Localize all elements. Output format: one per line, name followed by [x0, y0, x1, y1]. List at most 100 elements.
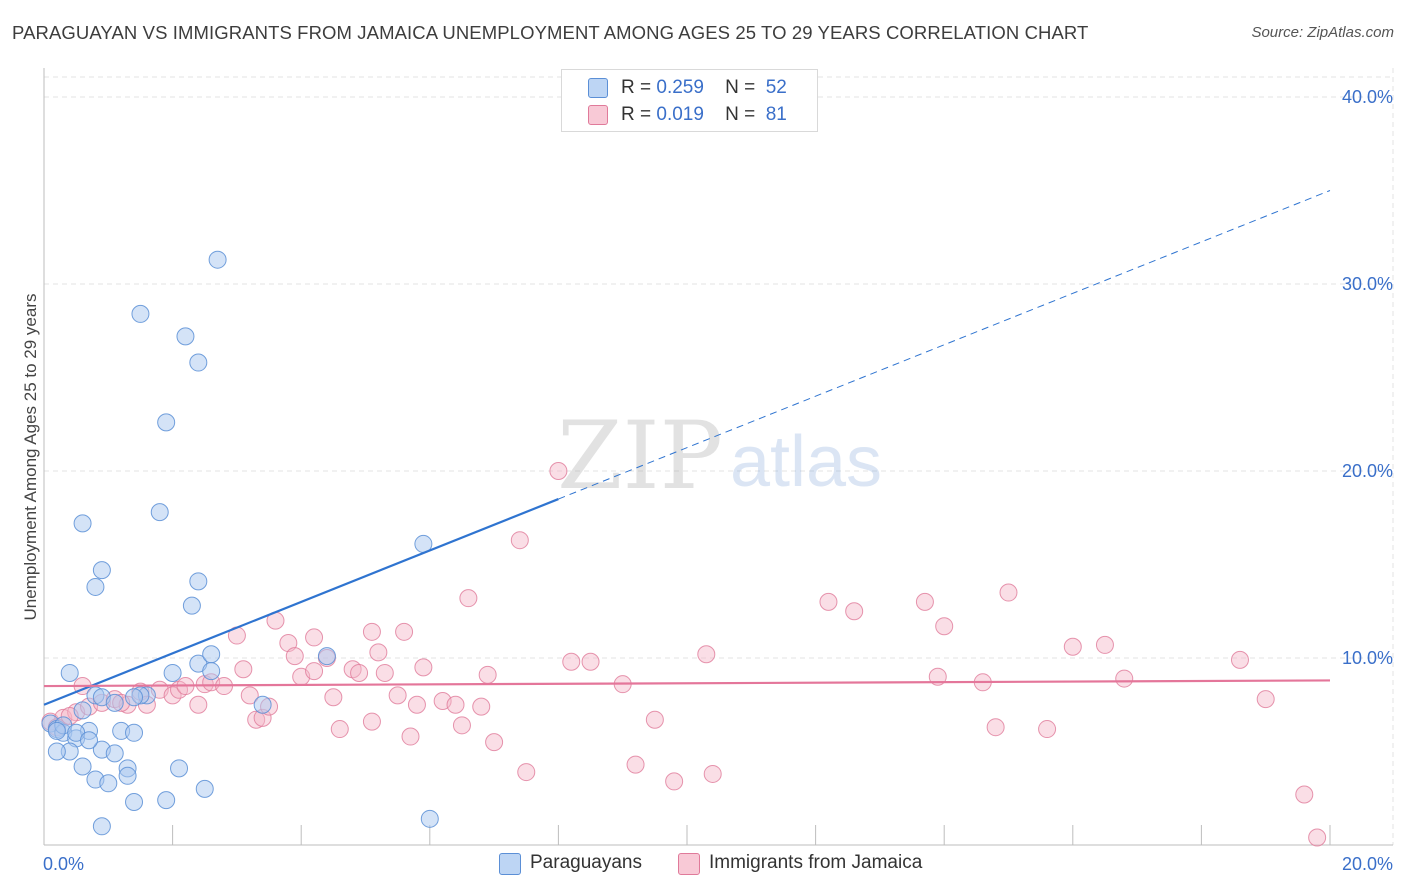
- data-point-paraguayans: [86, 577, 105, 596]
- data-point-jamaica: [472, 697, 491, 716]
- data-point-paraguayans: [80, 731, 99, 750]
- data-point-jamaica: [305, 628, 324, 647]
- data-point-jamaica: [1256, 690, 1275, 709]
- data-point-jamaica: [645, 710, 664, 729]
- data-point-paraguayans: [182, 596, 201, 615]
- data-point-paraguayans: [92, 561, 111, 580]
- chart-title: PARAGUAYAN VS IMMIGRANTS FROM JAMAICA UN…: [12, 22, 1089, 43]
- watermark-atlas: atlas: [730, 422, 882, 502]
- y-tick-label: 30.0%: [1342, 274, 1393, 294]
- data-point-jamaica: [330, 720, 349, 739]
- data-point-paraguayans: [125, 723, 144, 742]
- data-point-jamaica: [285, 647, 304, 666]
- data-point-paraguayans: [73, 701, 92, 720]
- data-point-jamaica: [350, 663, 369, 682]
- data-point-paraguayans: [253, 695, 272, 714]
- correlation-legend: R = 0.259 N = 52 R = 0.019 N = 81: [561, 69, 818, 132]
- legend-n-label: N =: [725, 104, 756, 125]
- data-point-jamaica: [234, 660, 253, 679]
- data-point-jamaica: [562, 652, 581, 671]
- source-label: Source: ZipAtlas.com: [1251, 24, 1394, 41]
- watermark-zip: ZIP: [557, 402, 723, 511]
- data-point-paraguayans: [317, 647, 336, 666]
- data-point-jamaica: [485, 733, 504, 752]
- y-axis-label: Unemployment Among Ages 25 to 29 years: [21, 293, 40, 621]
- data-point-jamaica: [407, 695, 426, 714]
- y-tick-label: 20.0%: [1342, 461, 1393, 481]
- data-point-paraguayans: [105, 693, 124, 712]
- data-point-paraguayans: [176, 327, 195, 346]
- data-point-jamaica: [446, 695, 465, 714]
- trend-line-paraguayans-projection: [558, 190, 1331, 500]
- data-point-paraguayans: [60, 663, 79, 682]
- data-point-jamaica: [189, 695, 208, 714]
- data-point-jamaica: [478, 665, 497, 684]
- data-point-jamaica: [510, 531, 529, 550]
- data-point-jamaica: [915, 592, 934, 611]
- data-point-jamaica: [697, 645, 716, 664]
- series-paraguayans-points: [41, 250, 439, 836]
- data-point-jamaica: [362, 712, 381, 731]
- data-point-jamaica: [401, 727, 420, 746]
- data-point-paraguayans: [73, 757, 92, 776]
- data-point-paraguayans: [73, 514, 92, 533]
- data-point-jamaica: [1230, 650, 1249, 669]
- data-point-jamaica: [240, 686, 259, 705]
- x-tick-label: 20.0%: [1342, 854, 1393, 874]
- data-point-jamaica: [928, 667, 947, 686]
- data-point-paraguayans: [157, 413, 176, 432]
- data-point-jamaica: [362, 622, 381, 641]
- data-point-jamaica: [986, 718, 1005, 737]
- legend-n-value: 81: [765, 104, 787, 125]
- data-point-jamaica: [1295, 785, 1314, 804]
- data-point-paraguayans: [125, 688, 144, 707]
- data-point-jamaica: [324, 688, 343, 707]
- grid-lines: [44, 68, 1394, 845]
- data-point-paraguayans: [92, 817, 111, 836]
- data-point-jamaica: [1038, 720, 1057, 739]
- data-point-paraguayans: [105, 744, 124, 763]
- data-point-paraguayans: [189, 572, 208, 591]
- tick-labels: 10.0% 20.0% 30.0% 40.0% 0.0% 20.0%: [43, 87, 1393, 874]
- data-point-jamaica: [665, 772, 684, 791]
- data-point-jamaica: [549, 462, 568, 480]
- data-point-jamaica: [369, 643, 388, 662]
- data-point-jamaica: [1095, 635, 1114, 654]
- data-point-jamaica: [819, 592, 838, 611]
- legend-r-value: 0.259: [656, 77, 704, 98]
- legend-label-jamaica: Immigrants from Jamaica: [709, 852, 923, 873]
- data-point-paraguayans: [118, 766, 137, 785]
- data-point-jamaica: [626, 755, 645, 774]
- x-tick-label: 0.0%: [43, 854, 84, 874]
- legend-n-label: N =: [725, 77, 756, 98]
- data-point-jamaica: [1308, 828, 1327, 847]
- data-point-paraguayans: [195, 779, 214, 798]
- data-point-paraguayans: [202, 662, 221, 681]
- data-point-paraguayans: [47, 742, 66, 761]
- y-tick-label: 40.0%: [1342, 87, 1393, 107]
- data-point-jamaica: [388, 686, 407, 705]
- legend-swatch-pink: [588, 105, 608, 125]
- trend-lines: [43, 190, 1331, 706]
- legend-r-label: R =: [621, 104, 652, 125]
- data-point-jamaica: [375, 663, 394, 682]
- data-point-paraguayans: [131, 304, 150, 323]
- data-point-paraguayans: [170, 759, 189, 778]
- data-point-jamaica: [459, 589, 478, 608]
- data-point-jamaica: [279, 634, 298, 653]
- data-point-paraguayans: [125, 792, 144, 811]
- legend-r-value: 0.019: [656, 104, 704, 125]
- data-point-jamaica: [414, 658, 433, 677]
- trend-line-jamaica: [43, 679, 1331, 688]
- trend-line-paraguayans: [43, 498, 559, 706]
- data-point-paraguayans: [150, 503, 169, 522]
- data-point-paraguayans: [99, 774, 118, 793]
- data-point-jamaica: [581, 652, 600, 671]
- data-point-jamaica: [247, 710, 266, 729]
- data-point-jamaica: [845, 602, 864, 621]
- series-jamaica-points: [41, 462, 1327, 847]
- data-point-jamaica: [395, 622, 414, 641]
- data-point-paraguayans: [189, 353, 208, 372]
- y-tick-label: 10.0%: [1342, 648, 1393, 668]
- data-point-paraguayans: [157, 791, 176, 810]
